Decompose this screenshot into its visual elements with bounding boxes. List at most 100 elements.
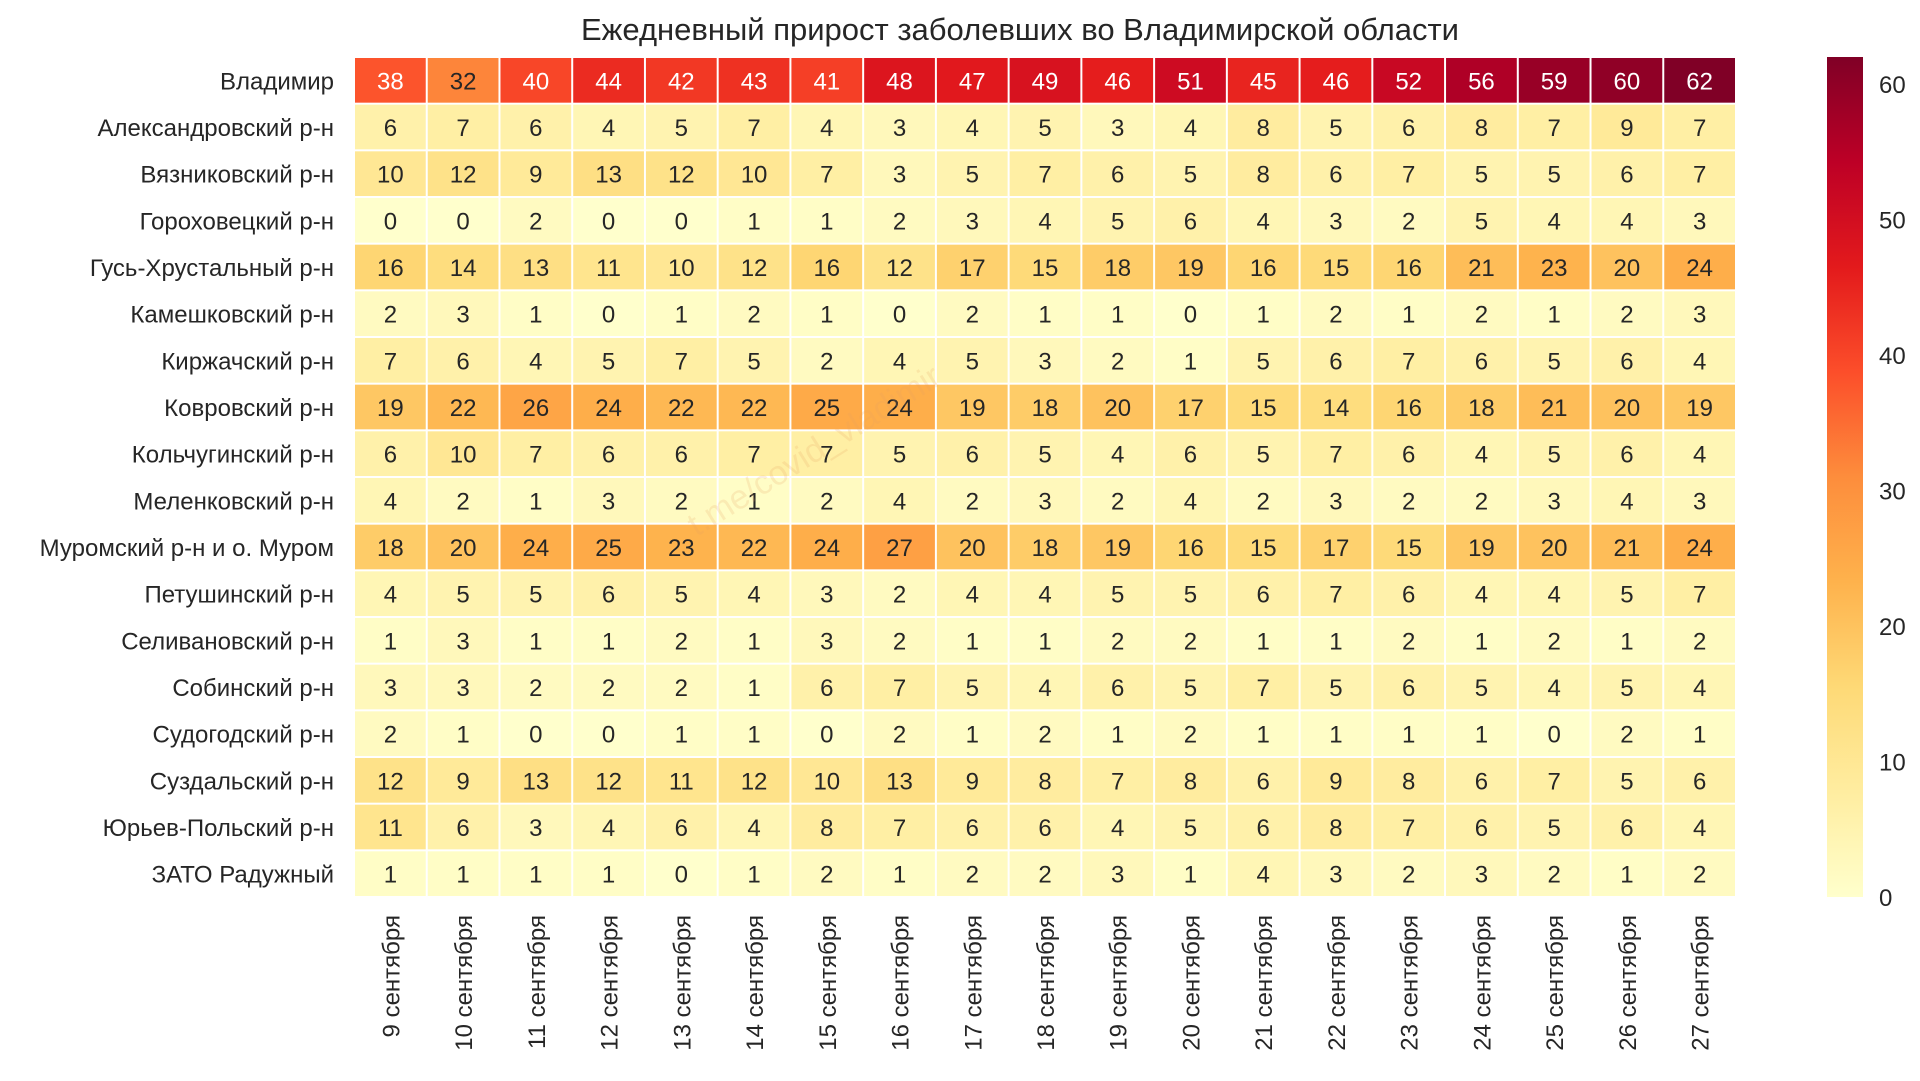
heatmap-cell: [1227, 804, 1299, 850]
cell-value-label: 1: [675, 722, 688, 749]
heatmap-cell: [1009, 58, 1081, 103]
cell-value-label: 6: [675, 442, 688, 469]
heatmap-cell: [936, 664, 1008, 710]
column-label: 19 сентября: [1106, 915, 1133, 1051]
cell-value-label: 1: [529, 862, 542, 889]
cell-value-label: 1: [1111, 722, 1124, 749]
heatmap-cell: [1300, 664, 1372, 710]
cell-value-label: 0: [456, 208, 469, 235]
heatmap-cell: [645, 58, 717, 103]
heatmap-cell: [936, 338, 1008, 383]
cell-value-label: 2: [1184, 722, 1197, 749]
heatmap-cell: [1155, 151, 1226, 196]
heatmap-cell: [1082, 664, 1154, 710]
row-label: Судогодский р-н: [152, 722, 334, 749]
heatmap-cell: [1373, 198, 1445, 243]
heatmap-cell: [1300, 524, 1372, 570]
cell-value-label: 3: [966, 208, 979, 235]
heatmap-cell: [1009, 244, 1081, 290]
cell-value-label: 1: [1329, 628, 1342, 655]
heatmap-cell: [1518, 804, 1590, 850]
heatmap-cell: [1155, 618, 1226, 663]
heatmap-cell: [1664, 198, 1735, 243]
column-label: 11 сентября: [524, 915, 551, 1049]
heatmap-cell: [1664, 58, 1735, 103]
cell-value-label: 1: [529, 628, 542, 655]
heatmap-cell: [864, 198, 935, 243]
heatmap-cell: [864, 478, 935, 523]
cell-value-label: 4: [1693, 348, 1706, 375]
heatmap-cell: [1373, 851, 1445, 896]
heatmap-cell: [864, 244, 935, 290]
column-label: 25 сентября: [1542, 915, 1569, 1051]
cell-value-label: 17: [1177, 395, 1204, 422]
cell-value-label: 8: [1184, 768, 1197, 795]
cell-value-label: 6: [384, 115, 397, 142]
cell-value-label: 6: [1038, 815, 1051, 842]
cell-value-label: 8: [1038, 768, 1051, 795]
heatmap-cell: [718, 384, 790, 430]
cell-value-label: 22: [668, 395, 695, 422]
cell-value-label: 4: [1038, 675, 1051, 702]
heatmap-cell: [573, 851, 644, 896]
heatmap-cell: [864, 151, 935, 196]
heatmap-cell: [1446, 571, 1517, 616]
heatmap-cell: [500, 758, 572, 803]
heatmap-cell: [1009, 711, 1081, 756]
heatmap-cell: [1518, 198, 1590, 243]
heatmap-cell: [1300, 384, 1372, 430]
colorbar-gradient: [1827, 57, 1863, 897]
cell-value-label: 1: [1038, 628, 1051, 655]
cell-value-label: 49: [1032, 68, 1059, 95]
heatmap-cell: [1664, 524, 1735, 570]
cell-value-label: 3: [1111, 862, 1124, 889]
heatmap-cell: [1664, 244, 1735, 290]
column-label: 26 сентября: [1615, 915, 1642, 1051]
cell-value-label: 5: [1038, 442, 1051, 469]
cell-value-label: 7: [820, 162, 833, 189]
heatmap-cell: [1082, 571, 1154, 616]
cell-value-label: 12: [741, 768, 768, 795]
heatmap-cell: [936, 198, 1008, 243]
heatmap-cell: [1518, 711, 1590, 756]
heatmap-cell: [500, 664, 572, 710]
cell-value-label: 7: [1547, 768, 1560, 795]
heatmap-cell: [1664, 431, 1735, 476]
cell-value-label: 2: [602, 675, 615, 702]
cell-value-label: 6: [1402, 115, 1415, 142]
cell-value-label: 1: [456, 862, 469, 889]
cell-value-label: 19: [377, 395, 404, 422]
cell-value-label: 5: [1329, 675, 1342, 702]
heatmap-cell: [1009, 618, 1081, 663]
column-label: 20 сентября: [1178, 915, 1205, 1051]
cell-value-label: 5: [1329, 115, 1342, 142]
cell-value-label: 1: [747, 722, 760, 749]
cell-value-label: 4: [1547, 208, 1560, 235]
cell-value-label: 0: [602, 302, 615, 329]
heatmap-cell: [645, 478, 717, 523]
colorbar-tick-label: 20: [1879, 614, 1906, 641]
cell-value-label: 3: [1693, 488, 1706, 515]
heatmap-cell: [864, 58, 935, 103]
heatmap-cell: [1300, 244, 1372, 290]
cell-value-label: 24: [886, 395, 913, 422]
heatmap-cell: [1155, 478, 1226, 523]
heatmap-cell: [1518, 758, 1590, 803]
cell-value-label: 23: [1541, 255, 1568, 282]
cell-value-label: 5: [1257, 442, 1270, 469]
cell-value-label: 6: [1111, 162, 1124, 189]
heatmap-cell: [864, 104, 935, 150]
heatmap-cell: [1082, 151, 1154, 196]
cell-value-label: 20: [1104, 395, 1131, 422]
cell-value-label: 5: [1038, 115, 1051, 142]
heatmap-cell: [1082, 524, 1154, 570]
cell-value-label: 18: [1468, 395, 1495, 422]
heatmap-cell: [500, 571, 572, 616]
heatmap-cell: [1591, 291, 1663, 336]
cell-value-label: 1: [820, 302, 833, 329]
heatmap-cell: [355, 664, 426, 710]
heatmap-cell: [355, 618, 426, 663]
heatmap-cell: [791, 58, 863, 103]
heatmap-cell: [500, 244, 572, 290]
heatmap-cell: [1518, 478, 1590, 523]
